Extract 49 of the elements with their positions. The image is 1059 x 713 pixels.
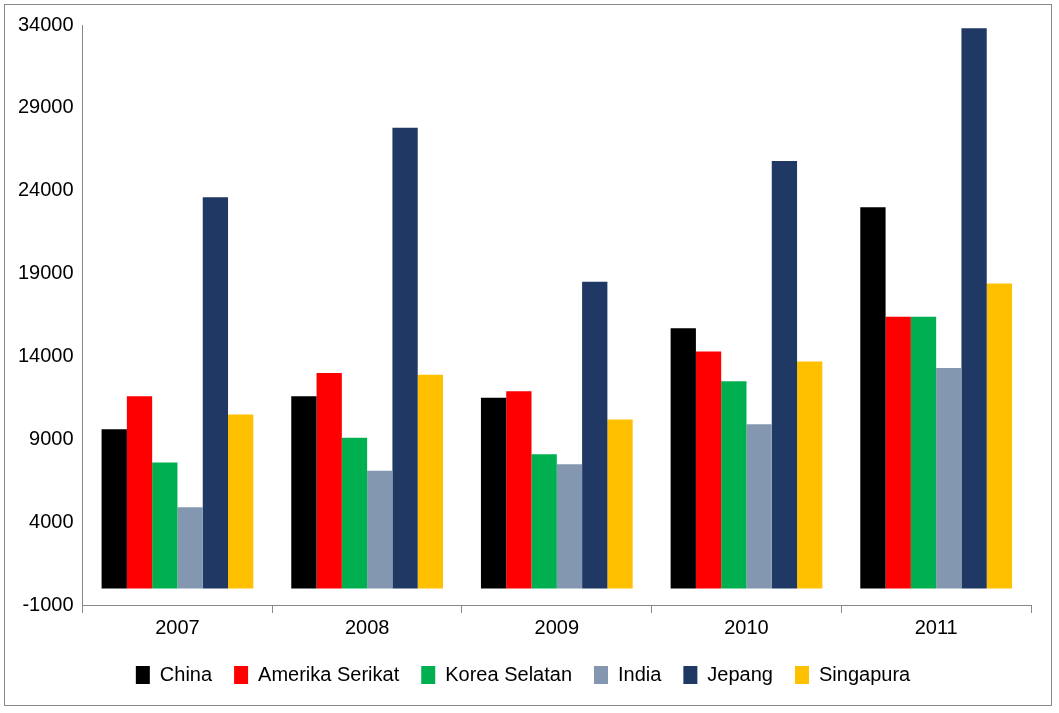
- y-tick-label: 4000: [29, 509, 74, 532]
- bar: [228, 414, 254, 589]
- legend-label: Jepang: [707, 662, 773, 685]
- bar: [392, 127, 418, 589]
- bar: [936, 368, 962, 589]
- y-tick-label: 14000: [17, 343, 74, 366]
- bar: [556, 464, 583, 589]
- bar: [177, 507, 203, 589]
- bar: [695, 351, 722, 589]
- bar: [126, 396, 153, 589]
- bar: [607, 419, 633, 589]
- legend-label: Singapura: [818, 662, 912, 685]
- x-tick-label: 2010: [724, 615, 769, 638]
- bar: [101, 429, 127, 589]
- y-tick-label: -1000: [22, 592, 74, 615]
- y-tick-label: 19000: [17, 261, 74, 284]
- bar: [860, 207, 886, 589]
- x-tick-label: 2007: [155, 615, 200, 638]
- y-tick-label: 24000: [17, 178, 74, 201]
- y-tick-label: 29000: [17, 95, 74, 118]
- bar: [670, 328, 696, 589]
- y-tick-label: 9000: [29, 426, 74, 449]
- bar: [202, 197, 229, 589]
- x-tick-label: 2009: [534, 615, 580, 638]
- bar: [797, 361, 823, 589]
- bar: [746, 424, 772, 589]
- x-tick-label: 2008: [344, 615, 390, 638]
- bar: [885, 316, 911, 589]
- y-tick-label: 34000: [17, 12, 74, 35]
- legend-label: China: [159, 662, 213, 685]
- legend-label: India: [618, 662, 663, 685]
- bar: [771, 160, 798, 589]
- legend-label: Korea Selatan: [445, 662, 573, 685]
- legend-label: Amerika Serikat: [258, 662, 400, 685]
- bar: [480, 397, 507, 589]
- bar: [341, 437, 368, 589]
- bar: [961, 28, 987, 589]
- bar: [582, 281, 608, 589]
- bar: [910, 316, 937, 589]
- bar: [417, 374, 443, 589]
- bar: [291, 396, 317, 589]
- bar: [506, 391, 532, 589]
- bar: [986, 283, 1013, 589]
- bar: [152, 462, 178, 589]
- bar: [367, 470, 393, 589]
- bar: [531, 454, 557, 589]
- bar: [721, 381, 747, 589]
- x-tick-label: 2011: [914, 615, 958, 638]
- bar: [316, 373, 342, 589]
